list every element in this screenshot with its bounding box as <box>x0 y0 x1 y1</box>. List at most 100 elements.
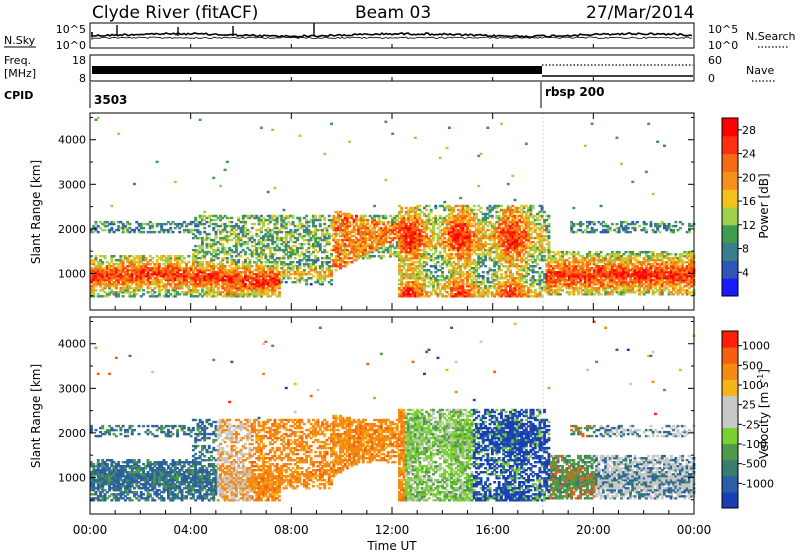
data-cell <box>219 261 222 264</box>
data-cell <box>459 240 463 244</box>
data-cell <box>445 291 449 294</box>
data-cell <box>173 265 177 268</box>
data-cell <box>468 263 472 266</box>
data-cell <box>366 222 370 226</box>
data-cell <box>330 248 333 252</box>
data-cell <box>230 287 234 290</box>
data-cell <box>99 263 102 266</box>
data-cell <box>293 253 297 256</box>
data-cell <box>452 289 456 292</box>
data-cell <box>271 277 275 280</box>
data-cell <box>543 228 546 232</box>
data-cell <box>201 295 204 298</box>
data-cell <box>182 271 186 274</box>
data-cell <box>361 226 365 230</box>
data-cell <box>509 271 512 274</box>
data-cell <box>187 228 191 232</box>
data-cell <box>456 218 460 222</box>
data-cell <box>151 273 155 276</box>
data-cell <box>466 291 469 294</box>
data-cell <box>352 234 356 238</box>
data-cell <box>210 279 213 282</box>
data-cell <box>450 273 453 276</box>
data-cell <box>284 240 288 244</box>
data-cell <box>282 273 286 276</box>
data-cell <box>114 228 118 232</box>
data-cell <box>493 234 497 238</box>
data-cell <box>230 267 234 270</box>
data-cell <box>461 236 465 240</box>
data-cell <box>207 265 211 268</box>
data-cell <box>452 273 456 276</box>
data-cell <box>511 238 515 242</box>
data-cell <box>196 275 200 278</box>
data-cell <box>336 238 340 242</box>
data-cell <box>511 265 515 268</box>
data-cell <box>235 279 238 282</box>
data-cell <box>126 222 130 226</box>
data-cell <box>418 273 422 276</box>
data-cell <box>456 224 460 228</box>
data-cell <box>214 230 218 234</box>
data-cell <box>538 248 542 252</box>
data-cell <box>239 242 243 246</box>
data-cell <box>241 226 245 230</box>
data-cell <box>266 230 270 234</box>
data-cell <box>237 287 241 290</box>
data-cell <box>164 285 168 288</box>
data-cell <box>445 224 449 228</box>
data-cell <box>549 250 553 254</box>
data-cell <box>459 253 463 256</box>
data-cell <box>173 180 177 184</box>
data-cell <box>221 236 225 240</box>
data-cell <box>194 236 198 240</box>
data-cell <box>198 118 202 121</box>
data-cell <box>552 259 555 262</box>
data-cell <box>479 244 483 248</box>
data-cell <box>296 267 299 270</box>
data-cell <box>112 291 116 294</box>
data-cell <box>504 228 508 232</box>
data-cell <box>275 275 279 278</box>
data-cell <box>552 289 555 292</box>
data-cell <box>413 267 417 270</box>
data-cell <box>475 240 478 244</box>
data-cell <box>307 230 311 234</box>
data-cell <box>425 222 429 226</box>
data-cell <box>472 216 476 220</box>
data-cell <box>459 269 463 272</box>
data-cell <box>452 281 456 284</box>
data-cell <box>280 222 284 226</box>
data-cell <box>305 218 309 222</box>
data-cell <box>393 253 397 256</box>
data-cell <box>339 234 342 238</box>
data-cell <box>212 283 216 286</box>
data-cell <box>463 240 467 244</box>
data-cell <box>305 255 309 258</box>
data-cell <box>135 285 139 288</box>
data-cell <box>420 248 424 252</box>
data-cell <box>511 174 515 178</box>
data-cell <box>332 218 336 222</box>
data-cell <box>142 267 145 270</box>
data-cell <box>400 238 404 242</box>
data-cell <box>257 283 261 286</box>
data-cell <box>420 253 424 256</box>
data-cell <box>400 281 404 284</box>
data-cell <box>495 248 499 252</box>
data-cell <box>443 285 447 288</box>
data-cell <box>454 220 458 224</box>
data-cell <box>336 232 340 236</box>
data-cell <box>268 248 272 252</box>
data-cell <box>470 240 474 244</box>
data-cell <box>130 279 134 282</box>
data-cell <box>268 255 272 258</box>
data-cell <box>280 273 284 276</box>
data-cell <box>456 234 460 238</box>
data-cell <box>101 279 105 282</box>
data-cell <box>434 263 438 266</box>
data-cell <box>479 259 483 262</box>
data-cell <box>495 250 499 254</box>
data-cell <box>126 226 130 230</box>
data-cell <box>282 257 286 260</box>
